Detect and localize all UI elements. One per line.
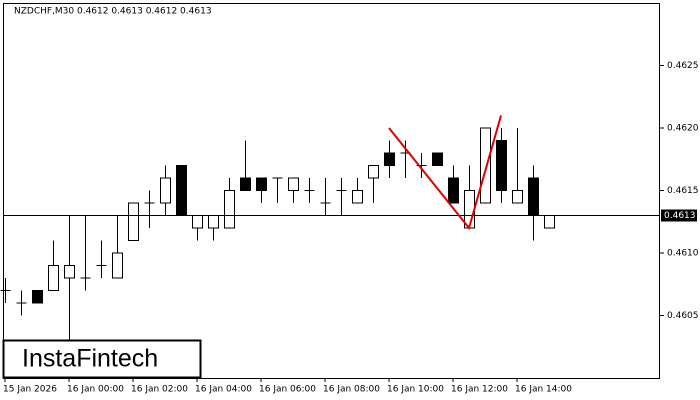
candle-body [256,177,267,191]
candle-body [48,265,59,291]
pattern-line [388,115,502,231]
y-tick-label: 0.4625 [667,61,699,71]
x-tick-label: 16 Jan 12:00 [451,385,508,395]
candle-body [368,165,379,179]
y-tick-label: 0.4615 [667,186,699,196]
candle-body [480,127,491,204]
candle-body [352,190,363,204]
candle-body [448,177,459,204]
candle-body [288,177,299,191]
x-tick-label: 16 Jan 08:00 [323,385,380,395]
chart-title: NZDCHF,M30 0.4612 0.4613 0.4612 0.4613 [14,7,212,17]
x-tick-label: 16 Jan 06:00 [259,385,316,395]
current-price-box [661,209,697,222]
candle-body [64,265,75,279]
x-tick-label: 16 Jan 02:00 [131,385,188,395]
x-tick-label: 16 Jan 04:00 [195,385,252,395]
candle-body [384,152,395,166]
candle-body [112,252,123,279]
candle-body [160,177,171,204]
x-tick-label: 16 Jan 00:00 [67,385,124,395]
candle-body [544,215,555,229]
candle-body [528,177,539,216]
y-tick-label: 0.4610 [667,249,699,259]
candle-body [192,215,203,229]
x-tick-label: 15 Jan 2026 [3,385,57,395]
current-price-label: 0.4613 [664,211,696,221]
x-tick-label: 16 Jan 10:00 [387,385,444,395]
candle-body [128,202,139,241]
candle-body [240,177,251,191]
y-tick-label: 0.4605 [667,311,699,321]
logo: InstaFintech [22,345,158,373]
candle-body [432,152,443,166]
candle-body [464,190,475,229]
candle-body [496,140,507,191]
y-tick-label: 0.4620 [667,124,699,134]
candle-body [224,190,235,229]
candle-body [512,190,523,204]
candle-body [176,165,187,216]
logo-box [2,339,202,379]
x-tick-label: 16 Jan 14:00 [515,385,572,395]
plot-frame [3,3,660,379]
candle-body [208,215,219,229]
candle-body [32,290,43,304]
